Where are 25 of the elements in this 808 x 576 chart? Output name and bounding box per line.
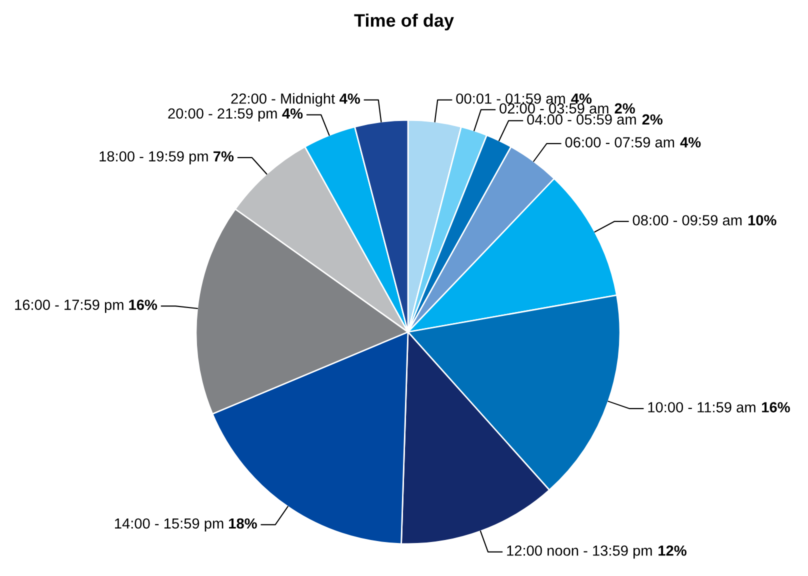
data-label: 2% — [614, 103, 635, 114]
slice-label: 06:00 - 07:59 am — [565, 137, 674, 148]
chart-title: Time of day — [354, 14, 454, 30]
data-label: 4% — [680, 137, 701, 148]
data-label: 2% — [642, 114, 663, 125]
data-label: 4% — [571, 94, 592, 104]
data-label: 18% — [229, 518, 257, 529]
data-label: 7% — [214, 151, 234, 162]
slice-label: 14:00 - 15:59 pm — [114, 518, 224, 532]
data-label: 4% — [282, 108, 303, 119]
slice-label: 02:00 - 03:59 am — [500, 103, 608, 114]
slice-label: 20:00 - 21:59 pm — [168, 108, 277, 122]
data-label: 16% — [762, 402, 790, 412]
data-label: 10% — [748, 215, 776, 226]
slice-label: 04:00 - 05:59 am — [527, 114, 636, 125]
slice-label: 00:01 - 01:59 am — [456, 93, 565, 104]
slice-label: 08:00 - 09:59 am — [632, 215, 742, 226]
slice-label: 22:00 - Midnight — [231, 93, 335, 107]
data-label: 16% — [129, 300, 158, 310]
slice-label: 18:00 - 19:59 pm — [100, 151, 208, 164]
slice-label: 12:00 noon - 13:59 pm — [507, 545, 652, 559]
data-label: 12% — [658, 545, 686, 556]
data-label: 4% — [340, 94, 360, 104]
slice-label: 16:00 - 17:59 pm — [15, 300, 124, 313]
slice-label: 10:00 - 11:59 am — [648, 402, 756, 412]
